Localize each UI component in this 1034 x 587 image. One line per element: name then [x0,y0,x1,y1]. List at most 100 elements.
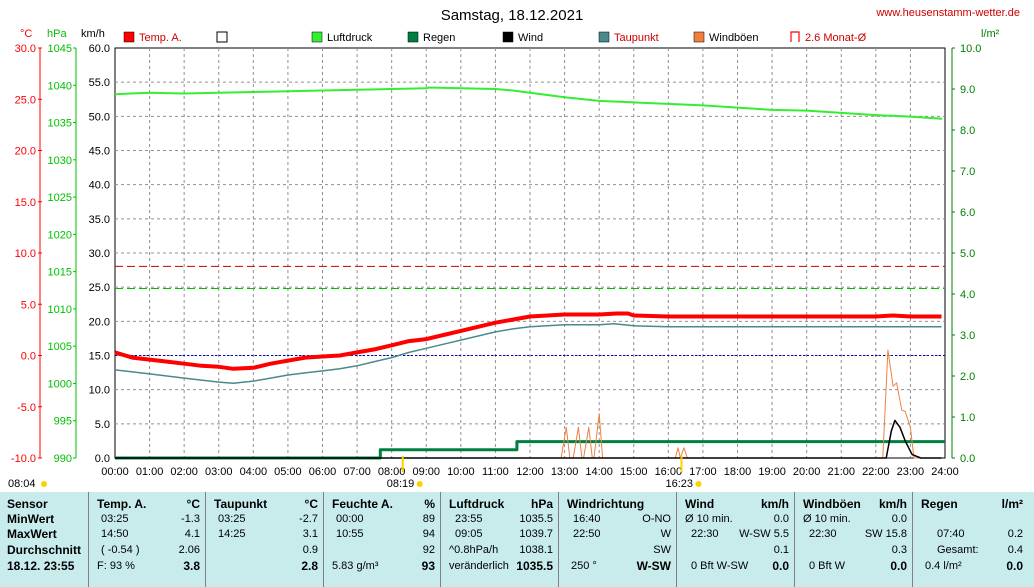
series-temp-a- [114,311,942,371]
temp-unit: °C [186,497,200,511]
wind-tick-label: 0.0 [95,453,110,465]
rain-unit-label: l/m² [981,28,1000,40]
rain-tick-label: 7.0 [960,166,975,178]
col-sensor: Sensor MinWert MaxWert Durchschnitt 18.1… [0,492,88,587]
legend: Temp. A. Luftdruck Regen Wind Taupunkt Windbö… [123,31,867,44]
temp-tick-label: 0.0 [21,351,36,363]
gust-max-value: SW 15.8 [864,528,907,540]
rain-tick-label: 0.0 [960,453,975,465]
temp-min-value: -1.3 [181,513,200,525]
gust-avg-value: 0.3 [891,544,907,556]
wind-avg-value: 0.1 [773,544,789,556]
hum-min-time: 00:00 [336,513,364,525]
series-lines [114,86,945,460]
pressure-unit-label: hPa [47,28,67,40]
pressure-tick-label: 1030 [48,155,72,167]
x-tick-label: 19:00 [758,466,786,478]
wind-header: Wind [685,497,715,511]
press-forecast: veränderlich [449,560,509,572]
website-label: www.heusenstamm-wetter.de [875,7,1020,19]
x-tick-label: 17:00 [689,466,717,478]
temp-tick-label: 20.0 [15,146,36,158]
dew-max-time: 14:25 [218,528,246,540]
pressure-tick-label: 995 [54,416,72,428]
dir-max-time: 22:50 [573,528,601,540]
x-tick-label: 21:00 [827,466,855,478]
pressure-tick-label: 1045 [48,43,72,55]
rain-unit: l/m² [1001,497,1023,511]
legend-swatch [311,31,323,43]
rain-tick-label: 3.0 [960,330,975,342]
wind-unit: km/h [760,497,789,511]
legend-label: Luftdruck [327,32,373,44]
x-tick-label: 08:00 [378,466,406,478]
temp-now-extra: F: 93 % [97,560,135,572]
rain-tick-label: 9.0 [960,84,975,96]
legend-swatch [123,31,135,43]
dir-min-time: 16:40 [573,513,601,525]
temp-avg-value: 2.06 [178,544,200,556]
hum-max-value: 94 [422,528,435,540]
dir-now-degrees: 250 ° [571,560,597,572]
hum-max-time: 10:55 [336,528,364,540]
hum-header: Feuchte A. [332,497,393,511]
hum-now-value: 93 [421,559,435,573]
sun-event-label: 08:04 [8,478,36,490]
col-wind-direction: Windrichtung 16:40 O-NO 22:50 W SW 250 °… [558,492,677,587]
col-dewpoint: Taupunkt °C 03:25 -2.7 14:25 3.1 0.9 2.8 [205,492,324,587]
legend-swatch [407,31,419,43]
wind-now-value: 0.0 [772,559,789,573]
x-tick-label: 16:00 [655,466,683,478]
pressure-tick-label: 1025 [48,192,72,204]
rain-tick-label: 5.0 [960,248,975,260]
dir-max-value: W [660,528,671,540]
pressure-tick-label: 1005 [48,341,72,353]
x-tick-label: 10:00 [447,466,475,478]
temp-unit-label: °C [20,28,32,40]
wind-tick-label: 60.0 [89,43,110,55]
legend-label: 2.6 Monat-Ø [805,32,867,44]
legend-label: Windböen [709,32,759,44]
sun-event-label: 16:23 [665,478,693,490]
wind-min-value: 0.0 [773,513,789,525]
sun-event-label: 08:19 [387,478,415,490]
x-tick-label: 03:00 [205,466,233,478]
rain-now-value: 0.0 [1006,559,1023,573]
rain-header: Regen [921,497,958,511]
dew-now-value: 2.8 [301,559,318,573]
x-tick-label: 14:00 [585,466,613,478]
dir-min-value: O-NO [642,513,671,525]
x-tick-label: 00:00 [101,466,129,478]
chart-title: Samstag, 18.12.2021 [441,7,584,24]
press-max-value: 1039.7 [519,528,553,540]
x-tick-label: 18:00 [724,466,752,478]
axes: 00:00 01:00 02:00 03:00 04:00 05:00 06:00 07:00… [11,43,982,478]
pressure-tick-label: 1010 [48,304,72,316]
press-trend: ^0.8hPa/h [449,544,499,556]
reference-lines [115,265,945,356]
pressure-tick-label: 1000 [48,378,72,390]
x-tick-label: 24:00 [931,466,959,478]
x-tick-label: 01:00 [136,466,164,478]
dir-avg-value: SW [653,544,671,556]
col-gust: Windböen km/h Ø 10 min. 0.0 22:30 SW 15.… [794,492,913,587]
wind-tick-label: 25.0 [89,282,110,294]
dew-header: Taupunkt [214,497,268,511]
x-tick-label: 06:00 [309,466,337,478]
press-now-value: 1035.5 [516,559,553,573]
weather-chart: Samstag, 18.12.2021 www.heusenstamm-wett… [8,7,1020,490]
series-luftdruck [114,86,943,120]
legend-label: Regen [423,32,455,44]
temp-now-value: 3.8 [183,559,200,573]
series-taupunkt [114,322,942,384]
gust-max-time: 22:30 [809,528,837,540]
press-unit: hPa [530,497,553,511]
wind-tick-label: 15.0 [89,351,110,363]
x-tick-label: 04:00 [240,466,268,478]
pressure-tick-label: 990 [54,453,72,465]
hum-avg-value: 92 [422,544,435,556]
legend-swatch [502,31,514,43]
legend-label: Wind [518,32,543,44]
press-min-time: 23:55 [455,513,483,525]
dew-max-value: 3.1 [302,528,318,540]
